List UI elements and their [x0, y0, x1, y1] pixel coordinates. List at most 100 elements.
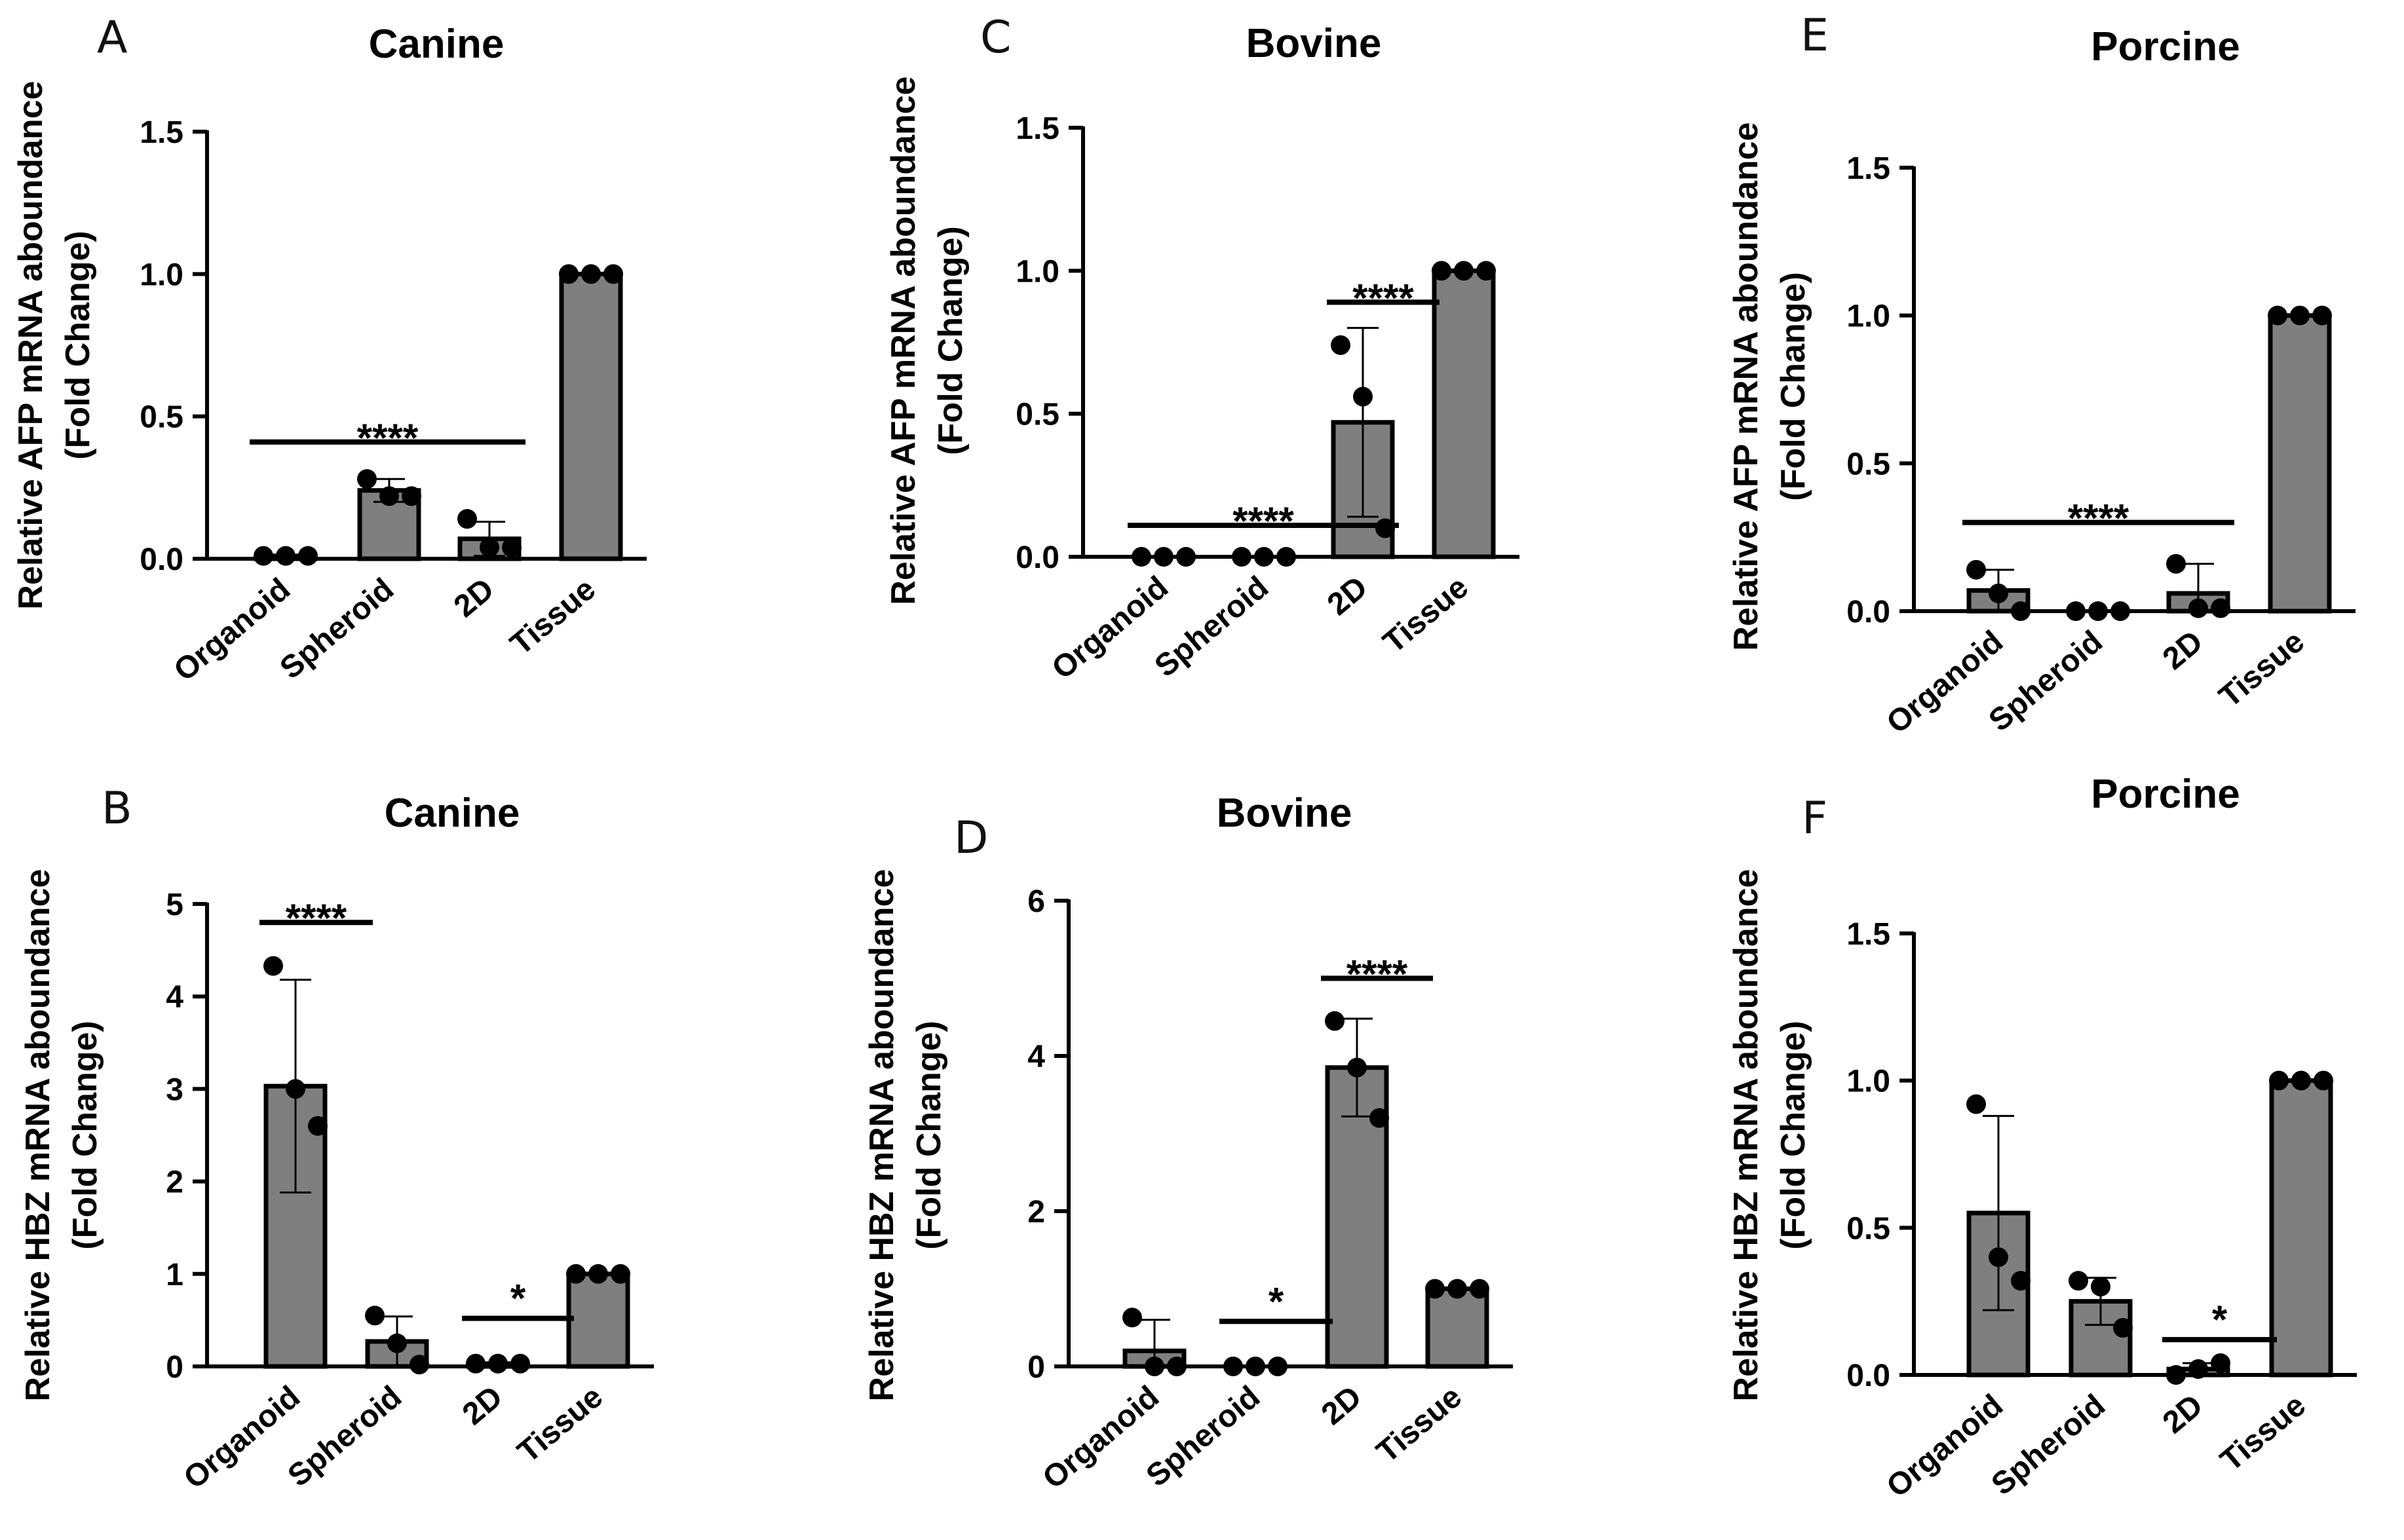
panel-b-data-point: [308, 1116, 328, 1136]
panel-d-data-point: [1246, 1357, 1265, 1376]
panel-f-data-point: [2166, 1365, 2186, 1385]
panel-e-y-axis-label-line: Relative AFP mRNA aboundance: [1727, 122, 1765, 650]
panel-a-title: Canine: [369, 22, 505, 67]
panel-b-data-point: [365, 1305, 385, 1326]
panel-d-data-point: [1167, 1357, 1187, 1376]
panel-d-data-point: [1425, 1279, 1445, 1299]
panel-d-data-point: [1369, 1108, 1389, 1128]
panel-e-data-point: [2211, 598, 2230, 618]
panel-a-bar-tissue: [559, 271, 623, 561]
panel-a-y-axis-label-line: (Fold Change): [59, 231, 97, 460]
panel-e-data-point: [2166, 554, 2186, 574]
panel-f-data-point: [1989, 1247, 2008, 1268]
panel-c-y-tick-label: 1.0: [1016, 254, 1059, 289]
panel-c-letter: C: [980, 12, 1011, 64]
panel-e-data-point: [1989, 583, 2008, 603]
panel-d-data-point: [1447, 1279, 1467, 1299]
panel-e-letter: E: [1801, 10, 1829, 62]
panel-a-data-point: [254, 546, 273, 566]
panel-f-data-point: [2069, 1271, 2088, 1291]
panel-a-data-point: [603, 264, 623, 284]
panel-a-data-point: [502, 537, 522, 557]
panel-a-data-point: [581, 264, 601, 284]
panel-c-y-axis-label-line: Relative AFP mRNA aboundance: [885, 76, 923, 605]
panel-b-y-tick-label: 3: [166, 1072, 183, 1107]
panel-c-data-point: [1276, 547, 1296, 567]
panel-b-y-tick-label: 0: [166, 1350, 183, 1385]
panel-e-significance-label: ****: [2068, 497, 2129, 540]
panel-d-significance-label: ****: [1346, 952, 1408, 996]
panel-e-y-tick-label: 0.5: [1846, 447, 1890, 481]
panel-c-y-tick-label: 1.5: [1016, 111, 1059, 146]
panel-a-data-point: [402, 486, 421, 506]
panel-e-y-axis-label: Relative AFP mRNA aboundance (Fold Change…: [1727, 122, 1812, 650]
panel-b-bar-tissue: [566, 1271, 630, 1369]
panel-c-data-point: [1375, 518, 1395, 538]
panel-f-y-tick-label: 1.5: [1846, 917, 1890, 952]
panel-e-data-point: [2268, 305, 2287, 326]
panel-b-data-point: [286, 1079, 305, 1099]
panel-b-significance-label: ****: [286, 896, 347, 940]
panel-f-data-point: [2291, 1070, 2311, 1091]
panel-c-bar-tissue: [1432, 268, 1496, 559]
panel-e-title: Porcine: [2091, 24, 2240, 69]
panel-f-title: Porcine: [2091, 772, 2240, 817]
panel-d-y-tick-label: 0: [1027, 1350, 1045, 1385]
panel-f-data-point: [2011, 1271, 2031, 1291]
panel-b-y-axis-label-line: (Fold Change): [66, 1021, 104, 1250]
panel-b-data-point: [263, 956, 283, 976]
panel-e-data-point: [1966, 559, 1986, 580]
panel-f-significance-label: *: [2212, 1298, 2228, 1342]
panel-e-data-point: [2066, 601, 2086, 621]
panel-c-data-point: [1476, 261, 1496, 281]
panel-a-y-axis-label: Relative AFP mRNA aboundance (Fold Change…: [12, 81, 97, 609]
panel-f-data-point: [2269, 1070, 2289, 1091]
panel-c-data-point: [1176, 547, 1196, 567]
panel-d-title: Bovine: [1217, 791, 1352, 836]
panel-f-y-axis-label-line: (Fold Change): [1774, 1021, 1812, 1250]
panel-c-title: Bovine: [1246, 21, 1382, 66]
panel-d-data-point: [1223, 1357, 1243, 1376]
panel-d-y-tick-label: 2: [1027, 1195, 1045, 1230]
panel-d-y-tick-label: 6: [1027, 884, 1045, 919]
panel-d-data-point: [1268, 1357, 1288, 1376]
panel-e-y-tick-label: 0.0: [1846, 595, 1890, 629]
panel-c-data-point: [1331, 335, 1350, 355]
panel-b-title: Canine: [385, 791, 520, 836]
panel-f-data-point: [2314, 1070, 2333, 1091]
panel-f-data-point: [2113, 1318, 2133, 1338]
panel-c-y-tick-label: 0.5: [1016, 398, 1059, 432]
panel-e-data-point: [2088, 601, 2108, 621]
panel-d-data-point: [1470, 1279, 1489, 1299]
panel-a-data-point: [379, 486, 399, 506]
panel-a-data-point: [357, 469, 377, 489]
panel-f-y-tick-label: 0.0: [1846, 1359, 1890, 1393]
panel-e-y-axis-label-line: (Fold Change): [1774, 272, 1812, 501]
panel-f-data-point: [2091, 1277, 2110, 1297]
panel-f-y-tick-label: 1.0: [1846, 1064, 1890, 1099]
panel-b-y-axis-label-line: Relative HBZ mRNA aboundance: [19, 869, 57, 1402]
panel-c-data-point: [1232, 547, 1251, 567]
panel-a-y-tick-label: 0.5: [140, 400, 183, 435]
panel-c-y-tick-label: 0.0: [1016, 540, 1059, 575]
panel-f-data-point: [1966, 1094, 1986, 1114]
panel-b-data-point: [611, 1264, 630, 1284]
panel-f-data-point: [2211, 1353, 2230, 1374]
panel-e-bar-tissue: [2268, 313, 2332, 614]
panel-f-data-point: [2188, 1359, 2208, 1380]
panel-e-y-tick-label: 1.0: [1846, 299, 1890, 334]
panel-d-data-point: [1347, 1057, 1367, 1078]
panel-a-letter: A: [97, 12, 128, 64]
panel-d-y-axis-label: Relative HBZ mRNA aboundance (Fold Change…: [863, 869, 948, 1402]
panel-c-data-point: [1132, 547, 1151, 567]
panel-c-y-axis-label: Relative AFP mRNA aboundance (Fold Change…: [885, 76, 970, 605]
panel-d-y-axis-label-line: Relative HBZ mRNA aboundance: [863, 869, 901, 1402]
panel-b-data-point: [387, 1333, 407, 1353]
panel-e-data-point: [2011, 601, 2031, 621]
panel-c-y-axis-label-line: (Fold Change): [932, 226, 970, 455]
panel-b-data-point: [410, 1355, 429, 1375]
panel-d-y-axis-label-line: (Fold Change): [910, 1021, 948, 1250]
panel-b-data-point: [510, 1353, 530, 1374]
panel-b-data-point: [466, 1353, 486, 1374]
panel-c-data-point: [1432, 261, 1451, 281]
